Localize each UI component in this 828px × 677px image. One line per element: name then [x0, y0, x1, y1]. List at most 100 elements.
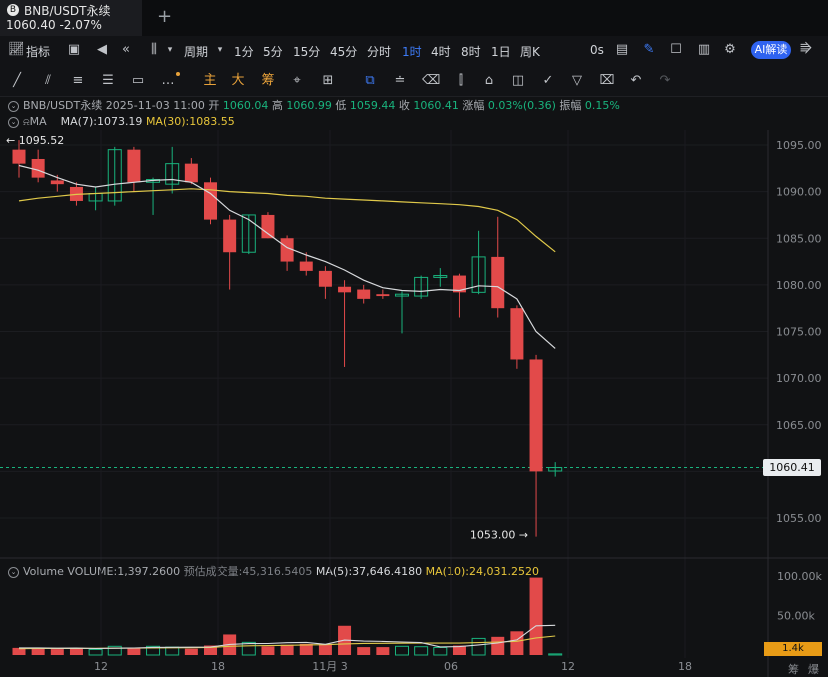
filter-icon[interactable]: ▽: [572, 73, 582, 88]
interval-8h[interactable]: 8时: [461, 45, 481, 59]
pen-icon[interactable]: ✎: [643, 42, 655, 57]
interval-week[interactable]: 周K: [520, 45, 540, 59]
candle-body: [261, 214, 275, 239]
indicator-button[interactable]: 指标: [26, 45, 51, 59]
candle-body: [357, 289, 371, 299]
volume-bar: [280, 644, 294, 655]
line-tool-icon[interactable]: ╱: [13, 73, 21, 88]
x-tick-label: 12: [94, 660, 108, 673]
candle-body: [299, 261, 313, 271]
indicator-icon[interactable]: 📈︎: [8, 42, 25, 57]
interval-4h[interactable]: 4时: [431, 45, 451, 59]
redo-icon[interactable]: ↷: [659, 73, 671, 88]
y-tick-label: 1095.00: [776, 139, 822, 152]
volume-value: VOLUME:1,397.2600: [67, 565, 181, 578]
rewind-icon[interactable]: ◀: [97, 42, 107, 57]
y-tick-label: 1080.00: [776, 279, 822, 292]
rectangle-tool-icon[interactable]: ▭: [131, 73, 145, 88]
low-value: 1059.44: [349, 99, 396, 112]
change-value: 0.03%(0.36): [487, 99, 556, 112]
trash-icon[interactable]: ⌧: [599, 73, 615, 88]
interval-5m[interactable]: 5分: [263, 45, 283, 59]
lock-icon[interactable]: ⌂: [484, 73, 494, 88]
candle-body: [548, 467, 563, 472]
eraser-icon[interactable]: ⌫: [422, 73, 441, 88]
interval-1h[interactable]: 1时: [402, 45, 422, 59]
layers-icon[interactable]: ⧉: [365, 73, 375, 88]
add-tab-button[interactable]: +: [157, 6, 173, 27]
current-price-tag: 1060.41: [763, 459, 821, 476]
layout-icon[interactable]: ▥: [697, 42, 711, 57]
candlestick-chart[interactable]: 1095.00 1090.00 1085.00 1080.00 1075.00 1070.…: [0, 130, 828, 677]
tab-bnb-usdt[interactable]: B BNB/USDT永续 1060.40 -2.07%: [0, 0, 142, 36]
candle-body: [376, 294, 390, 297]
parallel-tool-icon[interactable]: ≡: [72, 73, 84, 88]
volume-bar: [357, 647, 371, 655]
period-chevron-down-icon[interactable]: ▾: [217, 45, 223, 55]
fib-tool-icon[interactable]: ☰: [102, 73, 114, 88]
chevron-down-icon[interactable]: ▾: [167, 45, 173, 55]
interval-time-share[interactable]: 分时: [367, 45, 392, 59]
hide-icon[interactable]: ◫: [511, 73, 525, 88]
info-time: 2025-11-03 11:00: [105, 99, 205, 112]
interval-45m[interactable]: 45分: [330, 45, 358, 59]
interval-1m[interactable]: 1分: [234, 45, 254, 59]
period-button[interactable]: 周期: [184, 45, 209, 59]
close-label: 收: [398, 99, 410, 112]
volume-bar: [31, 648, 45, 655]
main-force-button[interactable]: 主: [203, 73, 217, 88]
new-badge-dot: [176, 72, 180, 76]
volume-bar: [127, 647, 141, 655]
gear-icon[interactable]: ⚙: [724, 42, 736, 57]
volume-bar: [204, 645, 217, 655]
alert-icon[interactable]: ✓: [542, 73, 554, 88]
pattern-icon[interactable]: ⌖: [293, 73, 301, 88]
liquidation-label: 爆: [808, 662, 819, 676]
chips-button[interactable]: 筹: [261, 73, 275, 88]
more-tools-icon[interactable]: …: [161, 73, 175, 88]
low-price-label: 1053.00 →: [470, 529, 528, 542]
camera-icon[interactable]: ▤: [615, 42, 629, 57]
ma-info-line: ⌄ ⍾MA MA(7):1073.19 MA(30):1083.55: [8, 115, 235, 128]
link-icon[interactable]: ≐: [394, 73, 406, 88]
calendar-icon[interactable]: ▣: [67, 42, 81, 57]
candle-body: [280, 238, 294, 262]
high-label: 高: [271, 99, 283, 112]
candle-body: [433, 275, 448, 278]
bnb-coin-icon: B: [7, 4, 19, 16]
high-price-label: ← 1095.52: [6, 134, 64, 147]
large-order-button[interactable]: 大: [231, 73, 245, 88]
bell-icon[interactable]: ⍾: [23, 117, 30, 128]
comment-icon[interactable]: ☐: [670, 42, 682, 57]
candle-body: [241, 214, 256, 253]
undo-icon[interactable]: ↶: [630, 73, 642, 88]
candle-body: [107, 149, 122, 202]
volume-tick-label: 50.00k: [777, 610, 815, 623]
candle-body: [204, 182, 217, 220]
candle-body: [165, 163, 180, 185]
skip-back-icon[interactable]: «: [122, 42, 130, 57]
magnet-icon[interactable]: ⊞: [322, 73, 334, 88]
collapse-volume-icon[interactable]: ⌄: [8, 566, 19, 578]
interval-15m[interactable]: 15分: [293, 45, 321, 59]
ma-label: MA: [29, 115, 47, 128]
ohlc-info-line: ⌄ BNB/USDT永续 2025-11-03 11:00 开 1060.04 高…: [8, 97, 620, 113]
ray-tool-icon[interactable]: ⫽: [45, 73, 51, 88]
volume-bar: [107, 645, 122, 656]
y-tick-label: 1075.00: [776, 326, 822, 339]
collapse-ma-icon[interactable]: ⌄: [8, 116, 19, 128]
collapse-icon[interactable]: ⌄: [8, 100, 19, 112]
open-label: 开: [208, 99, 220, 112]
candle-body: [12, 149, 26, 164]
ma30-value: MA(30):1083.55: [145, 115, 235, 128]
chart-type-icon[interactable]: ⫼: [151, 42, 157, 57]
candle-body: [184, 163, 198, 183]
interval-1d[interactable]: 1日: [491, 45, 511, 59]
ma30-line: [18, 188, 556, 253]
toolbar-drawing: ╱ ⫽ ≡ ☰ ▭ … 主 大 筹 ⌖ ⊞ ⧉ ≐ ⌫ ⫿ ⌂ ◫ ✓ ▽ ⌧ …: [0, 66, 828, 97]
candle-body: [529, 359, 543, 472]
ai-analysis-button[interactable]: AI解读: [751, 41, 791, 59]
candles-icon[interactable]: ⫿: [458, 73, 464, 88]
candle-body: [395, 293, 409, 297]
share-icon[interactable]: ⭆: [800, 42, 812, 57]
